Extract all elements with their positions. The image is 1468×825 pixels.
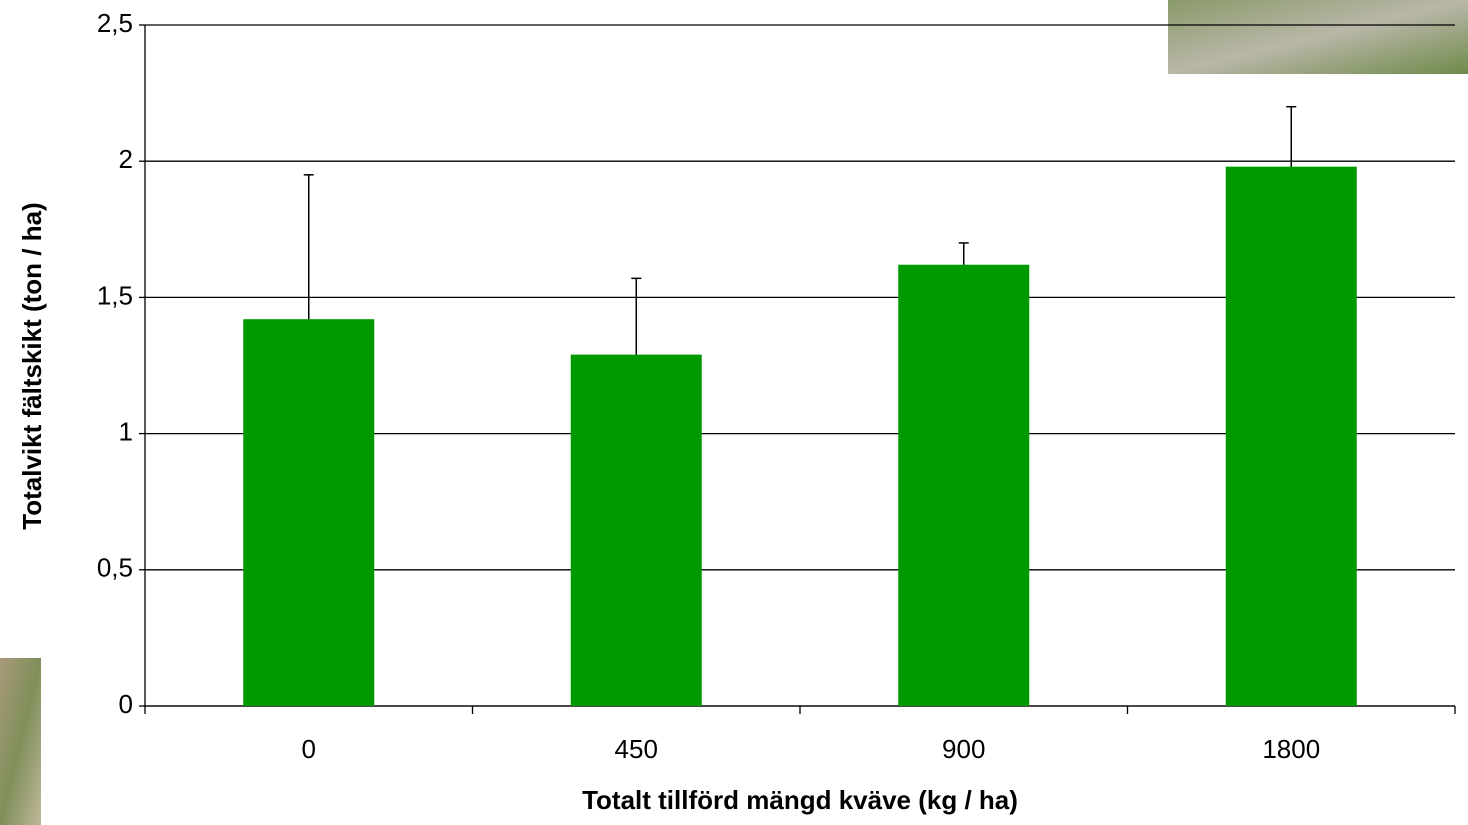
x-tick-label: 450 (615, 734, 658, 764)
y-tick-label: 1 (119, 416, 133, 446)
photo (0, 658, 41, 825)
chart: Totalt tillförd mängd kväve (kg / ha) To… (0, 0, 1468, 825)
y-axis-title: Totalvikt fältskikt (ton / ha) (17, 202, 47, 529)
y-tick-label: 1,5 (97, 280, 133, 310)
photo (1168, 0, 1468, 74)
x-tick-label: 1800 (1262, 734, 1320, 764)
y-tick-label: 2 (119, 144, 133, 174)
x-tick-label: 0 (302, 734, 316, 764)
y-tick-label: 0,5 (97, 553, 133, 583)
y-tick-label: 0 (119, 689, 133, 719)
x-tick-label: 900 (942, 734, 985, 764)
bar (571, 355, 702, 706)
y-tick-label: 2,5 (97, 8, 133, 38)
error-bar (959, 243, 969, 265)
bar (1226, 167, 1357, 706)
x-axis-title: Totalt tillförd mängd kväve (kg / ha) (582, 785, 1018, 815)
error-bar (631, 278, 641, 354)
bar (898, 265, 1029, 706)
bar (243, 319, 374, 706)
error-bar (1286, 107, 1296, 167)
